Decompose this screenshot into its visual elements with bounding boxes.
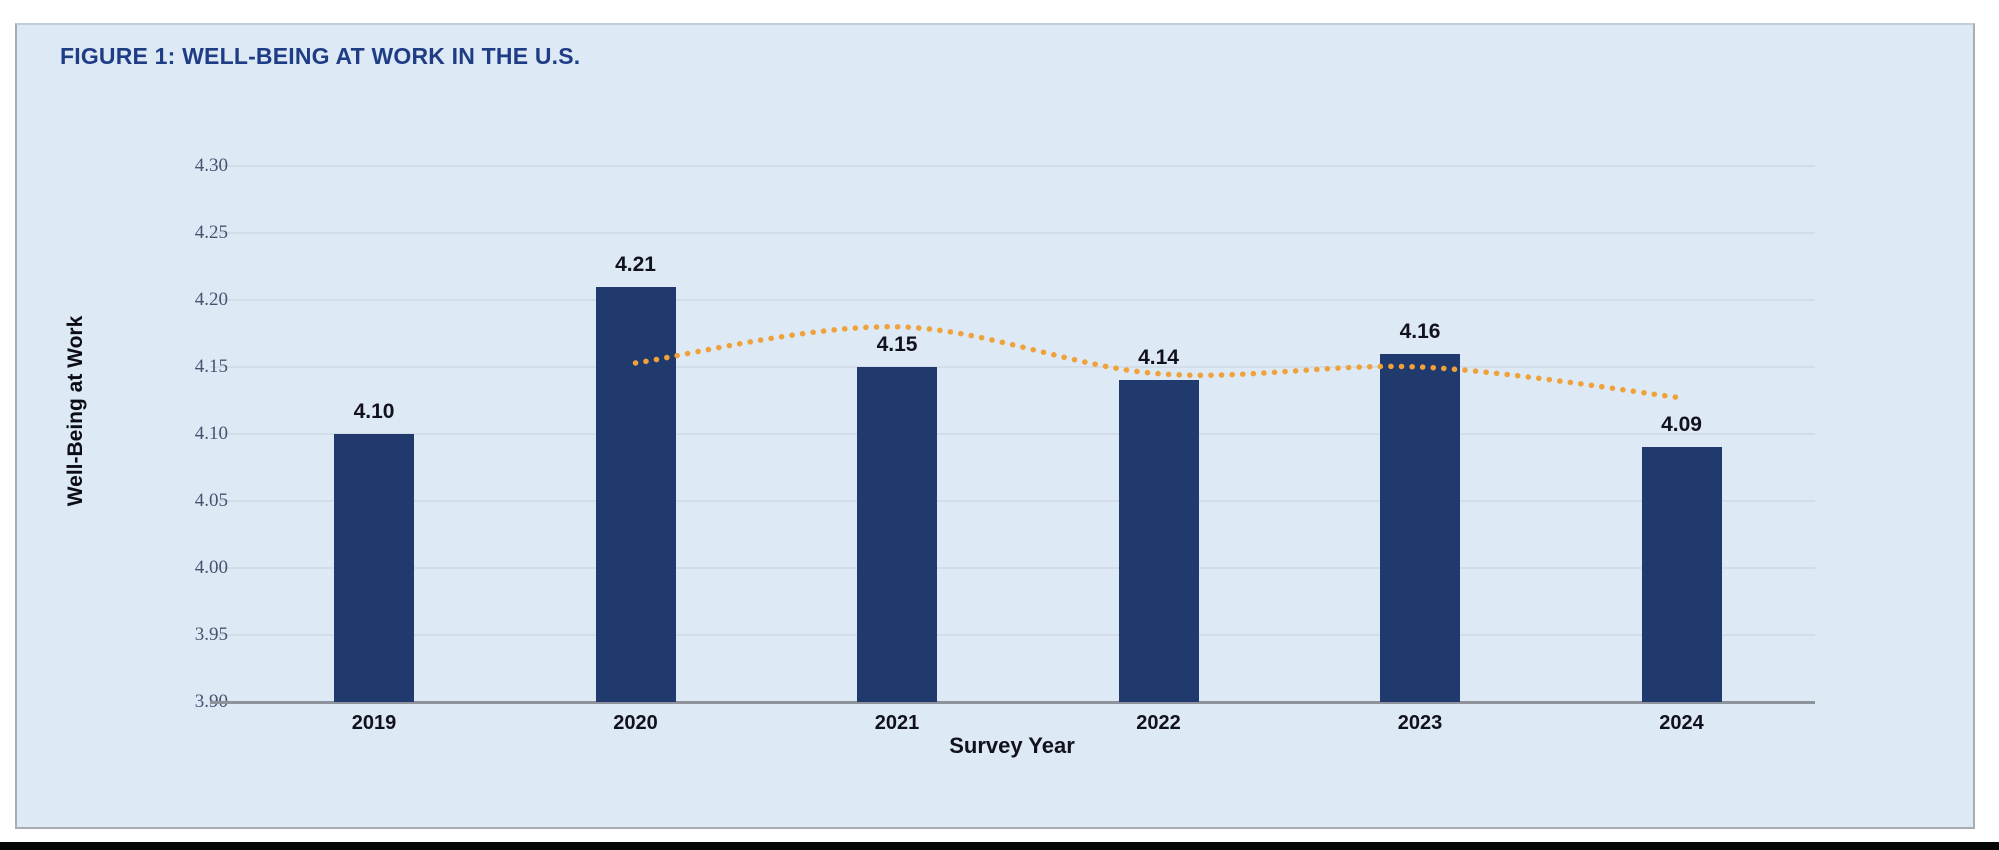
y-tick-label: 4.00 [194, 557, 228, 578]
x-tick-label: 2024 [1659, 712, 1704, 734]
bar-value-label: 4.14 [1138, 346, 1179, 370]
x-tick-label: 2019 [351, 712, 397, 734]
bar-value-label: 4.16 [1399, 319, 1441, 343]
y-tick-label: 4.20 [194, 289, 228, 310]
gridline [210, 299, 1815, 301]
bar [1118, 380, 1199, 702]
figure-title: FIGURE 1: WELL-BEING AT WORK IN THE U.S. [60, 43, 581, 69]
y-tick-label: 4.15 [194, 356, 228, 377]
y-tick-label: 3.95 [194, 624, 228, 645]
bar-value-label: 4.09 [1661, 413, 1702, 437]
bar-value-label: 4.15 [876, 333, 918, 356]
gridline [210, 500, 1815, 502]
y-tick-label: 4.05 [194, 490, 228, 511]
bar [1641, 447, 1722, 702]
gridline [210, 634, 1815, 636]
bar [595, 286, 676, 702]
x-axis-line [210, 701, 1815, 704]
x-axis-title: Survey Year [949, 733, 1075, 758]
gridline [210, 433, 1815, 435]
x-tick-label: 2020 [613, 712, 658, 734]
y-tick-label: 4.10 [194, 423, 228, 444]
bar [1380, 353, 1460, 702]
window-bottom-strip [0, 842, 1999, 850]
gridline [210, 567, 1815, 569]
y-axis-title: Well-Being at Work [64, 315, 87, 507]
gridline [210, 232, 1815, 234]
y-tick-label: 4.30 [194, 155, 228, 176]
y-tick-label: 4.25 [194, 222, 228, 243]
bar [857, 367, 937, 702]
bar-value-label: 4.21 [615, 252, 656, 276]
x-tick-label: 2021 [874, 712, 920, 734]
gridline [210, 366, 1815, 368]
bar [334, 434, 414, 702]
bar-value-label: 4.10 [353, 400, 395, 423]
x-tick-label: 2023 [1397, 712, 1443, 734]
x-tick-label: 2022 [1136, 712, 1181, 734]
gridline [210, 165, 1815, 167]
